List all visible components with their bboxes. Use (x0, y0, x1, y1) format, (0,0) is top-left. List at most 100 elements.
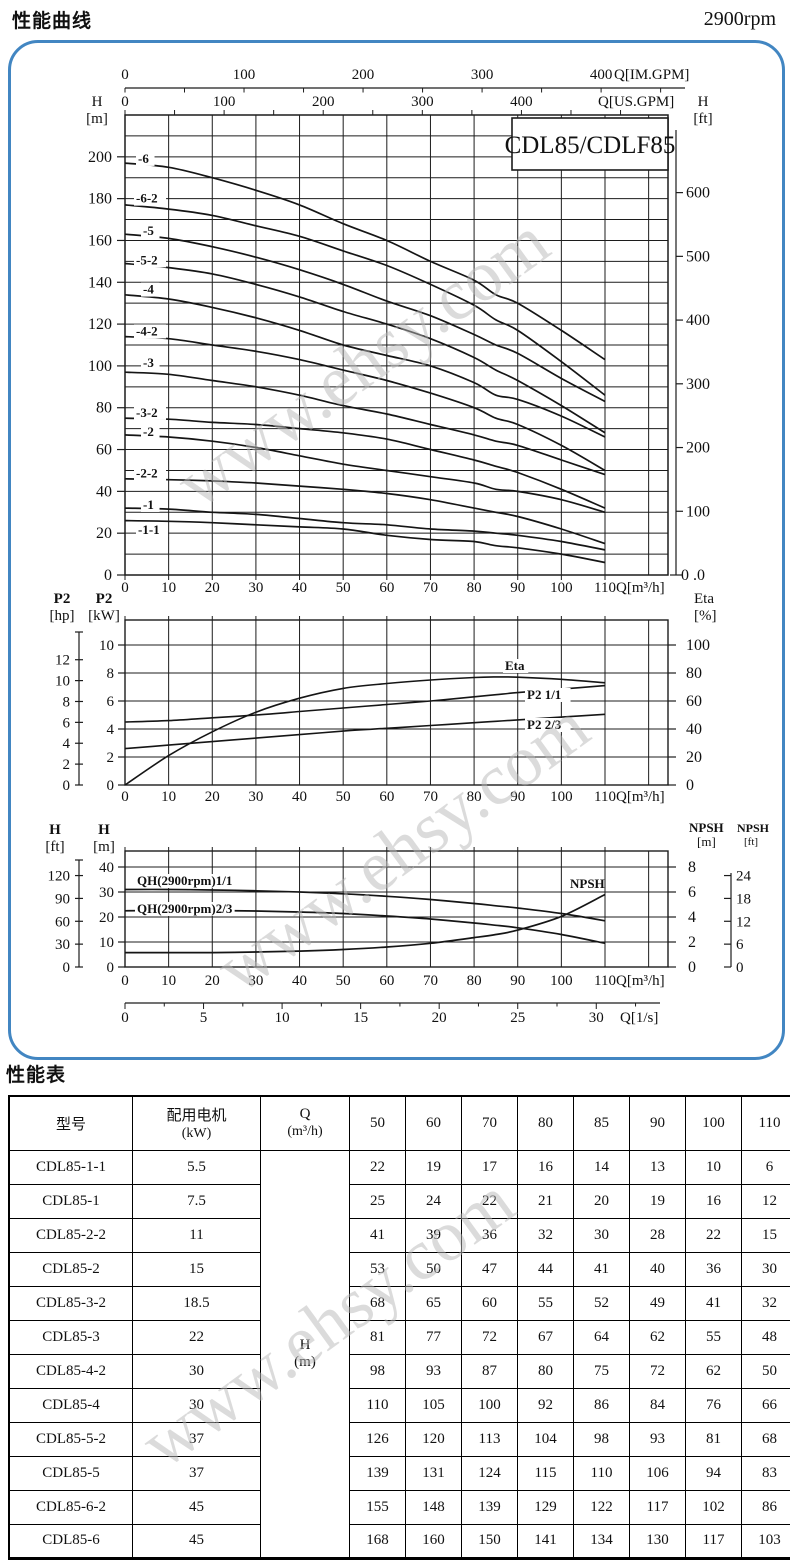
cell-motor-kw: 45 (132, 1489, 261, 1525)
cell-motor-kw: 30 (132, 1353, 261, 1389)
cell-model: CDL85-2 (8, 1251, 133, 1287)
h-ft-tick-label: 300 (686, 376, 710, 393)
npsh-m-tick-label: 6 (688, 884, 696, 901)
curve-label-CDL85-3: -3 (143, 355, 154, 370)
eta-tick-label: 0 (686, 777, 694, 794)
npsh-m-tick-label: 0 (688, 959, 696, 976)
curve-label-CDL85-5-2: -5-2 (136, 252, 158, 267)
cell-head-q70: 139 (461, 1489, 518, 1525)
cell-head-q100: 94 (685, 1455, 742, 1491)
cell-head-q110: 12 (741, 1183, 790, 1219)
table-row-CDL85-1-1: CDL85-1-1 5.5 H (m) 22 19 17 16 14 13 10 6 (8, 1149, 790, 1559)
cell-motor-kw: 22 (132, 1319, 261, 1355)
npsh-ft-tick-label: 6 (736, 937, 744, 953)
cell-head-q90: 130 (629, 1523, 686, 1559)
h-ft-tick-label: 90 (55, 891, 70, 907)
p2-kw-axis-label: [kW] (88, 608, 120, 624)
label-backing (134, 405, 167, 420)
curve-label-CDL85-3-2: -3-2 (136, 405, 158, 420)
h-m-tick-label: 160 (88, 232, 112, 249)
cell-head-q110: 103 (741, 1523, 790, 1559)
eta-axis-label: Eta (694, 591, 714, 607)
p2-hp-tick-label: 10 (55, 674, 70, 690)
label-backing (503, 659, 529, 673)
table-row-CDL85-4: CDL85-4 30 110 105 100 92 86 84 76 66 (8, 1387, 790, 1423)
eta-axis-label: [%] (694, 608, 717, 624)
curve-CDL85-4-2 (124, 335, 606, 472)
cell-head-q60: 24 (405, 1183, 462, 1219)
cell-head-q70: 60 (461, 1285, 518, 1321)
curve-label-CDL85-4-2: -4-2 (136, 323, 158, 338)
cell-head-q100: 76 (685, 1387, 742, 1423)
label-backing (141, 424, 160, 439)
cell-head-q100: 62 (685, 1353, 742, 1389)
cell-head-q85: 122 (573, 1489, 630, 1525)
cell-head-q60: 148 (405, 1489, 462, 1525)
curve-label-CDL85-1: -1 (143, 497, 154, 512)
cell-motor-kw: 5.5 (132, 1149, 261, 1185)
label-backing (134, 466, 167, 481)
table-row-CDL85-5-2: CDL85-5-2 37 126 120 113 104 98 93 81 68 (8, 1421, 790, 1457)
h-ft-tick-label: 100 (686, 503, 710, 520)
cell-head-q70: 150 (461, 1523, 518, 1559)
cell-head-q110: 30 (741, 1251, 790, 1287)
cell-head-q100: 55 (685, 1319, 742, 1355)
h-m-axis-label: [m] (93, 839, 115, 855)
q-ls-tick-label: 25 (510, 1010, 525, 1026)
cell-motor-kw: 30 (132, 1387, 261, 1423)
q-m3h-tick-label: 110 (594, 580, 616, 596)
performance-table-head: 型号 配用电机 (kW) Q (m³/h) 50 60 70 80 85 90 100 110 (8, 1095, 790, 1151)
h-ft-tick-label: 400 (686, 312, 710, 329)
npsh-m-axis-label: NPSH (689, 820, 724, 835)
cell-motor-kw: 15 (132, 1251, 261, 1287)
performance-table-body: CDL85-1-1 5.5 H (m) 22 19 17 16 14 13 10 6 CDL85-1 7.… (8, 1149, 790, 1559)
cell-motor-kw: 7.5 (132, 1183, 261, 1219)
cell-head-q60: 131 (405, 1455, 462, 1491)
cell-head-q70: 17 (461, 1149, 518, 1185)
cell-head-q50: 126 (349, 1421, 406, 1457)
plot-border (124, 114, 669, 576)
im-gpm-tick-label: 100 (233, 67, 256, 83)
us-gpm-tick-label: 400 (510, 94, 533, 110)
table-row-CDL85-2-2: CDL85-2-2 11 41 39 36 32 30 28 22 15 (8, 1217, 790, 1253)
col-header-q-90: 90 (629, 1095, 686, 1151)
q-m3h-tick-label: 50 (336, 789, 351, 805)
cell-head-q80: 16 (517, 1149, 574, 1185)
curve-CDL85-2 (124, 434, 606, 514)
cell-head-q90: 93 (629, 1421, 686, 1457)
cell-head-q60: 19 (405, 1149, 462, 1185)
curve-P2-2-3 (124, 713, 606, 750)
q-ls-tick-label: 30 (589, 1010, 604, 1026)
curve-label-CDL85-4: -4 (143, 282, 154, 297)
npsh-ft-tick-label: 18 (736, 891, 751, 907)
cell-head-q60: 39 (405, 1217, 462, 1253)
plot-border (124, 619, 669, 786)
h-ft-tick-label: 120 (48, 869, 71, 885)
table-row-CDL85-5: CDL85-5 37 139 131 124 115 110 106 94 83 (8, 1455, 790, 1491)
curve-CDL85-3 (124, 371, 606, 476)
cell-head-q60: 50 (405, 1251, 462, 1287)
col-header-model: 型号 (8, 1095, 133, 1151)
table-row-CDL85-6-2: CDL85-6-2 45 155 148 139 129 122 117 102 86 (8, 1489, 790, 1525)
q-m3h-tick-label: 80 (467, 580, 482, 596)
label-backing (568, 877, 601, 891)
label-backing (525, 688, 571, 702)
q-ls-tick-label: 10 (275, 1010, 290, 1026)
cell-head-q50: 155 (349, 1489, 406, 1525)
curve-label-CDL85-6: -6 (138, 151, 149, 166)
q-m3h-tick-label: 90 (510, 973, 525, 989)
cell-head-q80: 129 (517, 1489, 574, 1525)
cell-head-q70: 22 (461, 1183, 518, 1219)
q-ls-tick-label: 5 (200, 1010, 208, 1026)
cell-head-q85: 86 (573, 1387, 630, 1423)
q-m3h-tick-label: 70 (423, 580, 438, 596)
q-m3h-tick-label: 40 (292, 789, 307, 805)
label-backing (136, 151, 155, 166)
npsh-ft-tick-label: 0 (736, 960, 744, 976)
us-gpm-tick-label: 0 (121, 94, 129, 110)
q-m3h-tick-label: 100 (550, 580, 573, 596)
q-m3h-tick-label: 70 (423, 973, 438, 989)
npsh-ft-tick-label: 24 (736, 869, 752, 885)
us-gpm-tick-label: 300 (411, 94, 434, 110)
